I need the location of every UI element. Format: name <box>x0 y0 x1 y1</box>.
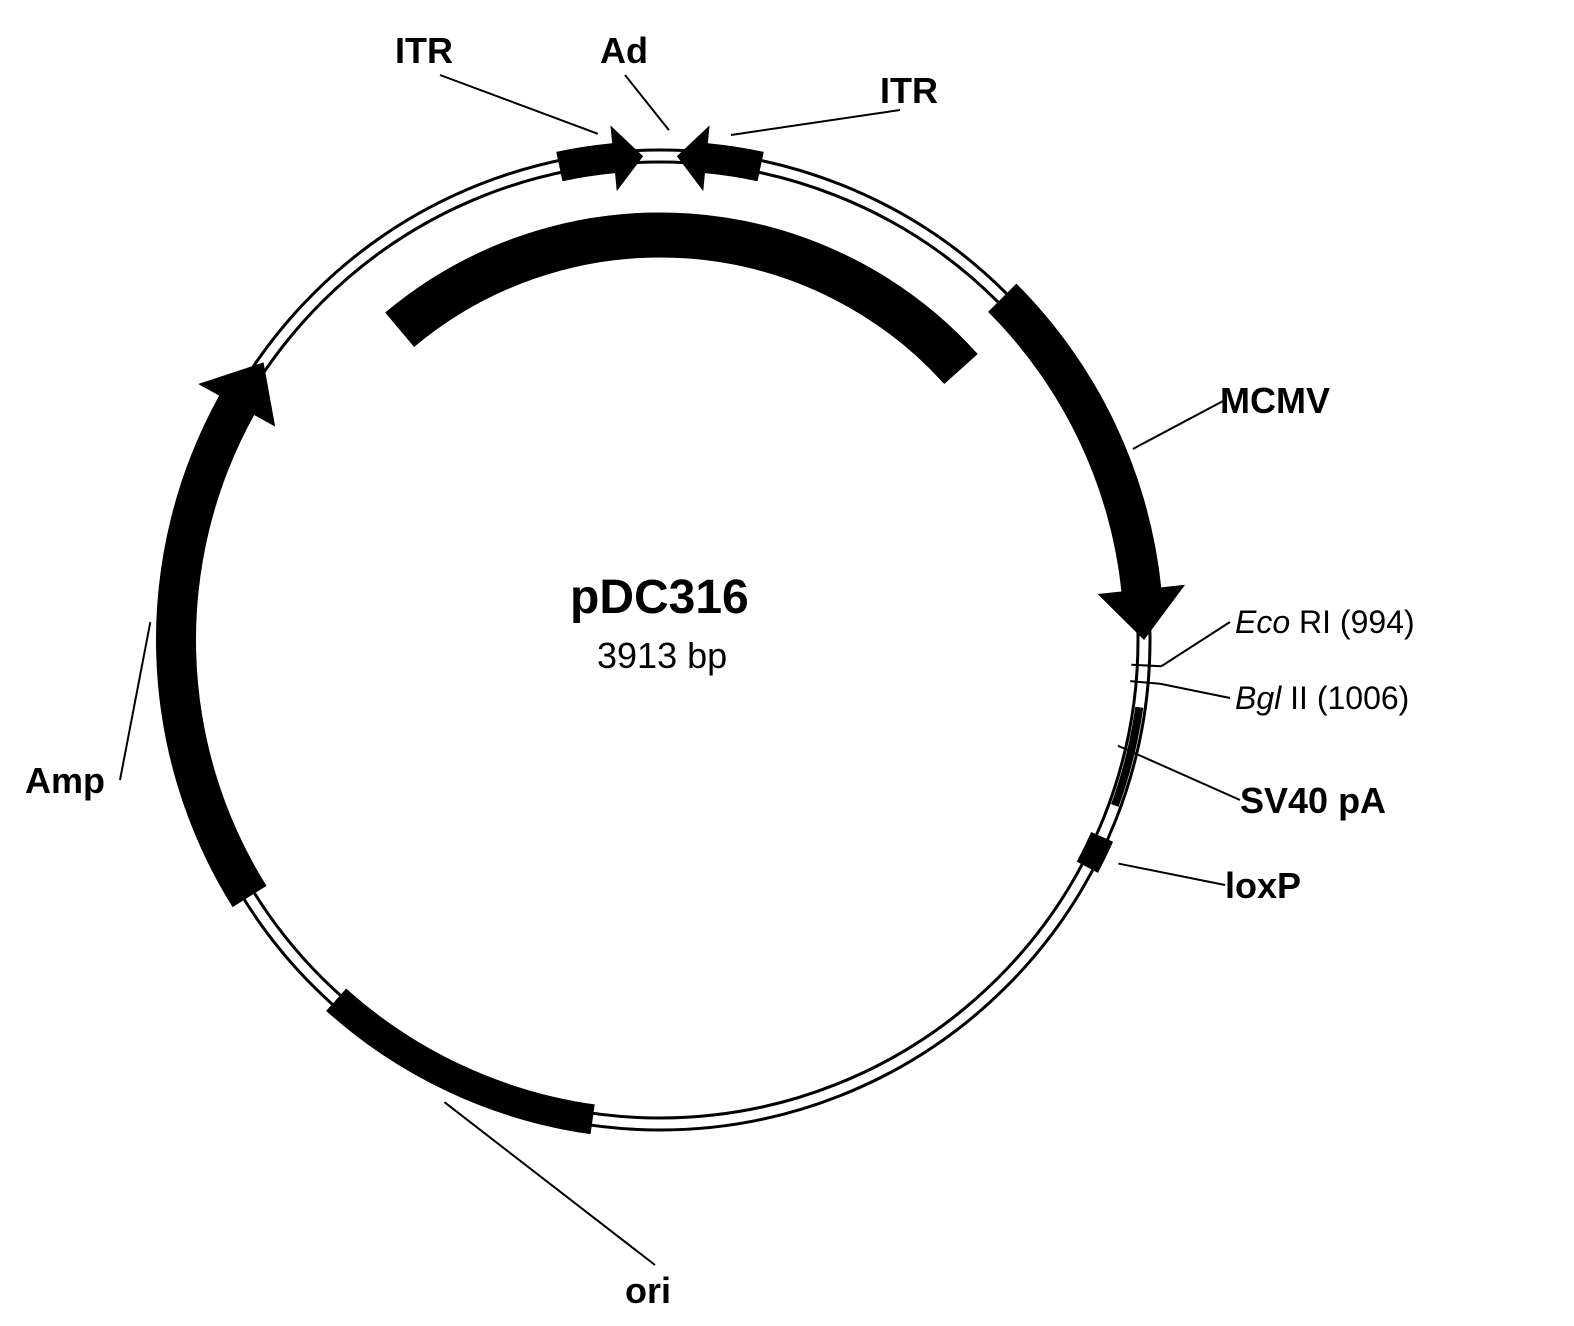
label-MCMV: MCMV <box>1220 380 1330 422</box>
label-ori: ori <box>625 1270 671 1312</box>
BglII_line <box>1160 684 1230 698</box>
Amp_line <box>120 622 150 780</box>
Ad_line <box>625 75 669 130</box>
label-SV40pA: SV40 pA <box>1240 780 1386 822</box>
loxP_line <box>1118 864 1225 885</box>
ITR_right_line <box>731 110 900 135</box>
ITR_left_line <box>440 75 598 134</box>
feature-ITR_left <box>556 125 643 191</box>
label-loxP: loxP <box>1225 865 1301 907</box>
label-Ad: Ad <box>600 30 648 72</box>
MCMV_line <box>1133 400 1225 449</box>
label-ITR_right: ITR <box>880 70 938 112</box>
EcoRI_line <box>1161 622 1230 666</box>
plasmid-map-container: pDC316 3913 bp ITR Ad ITR MCMV SV40 pA loxP or… <box>0 0 1574 1326</box>
label-site-EcoRI: Eco RI (994) <box>1235 604 1415 641</box>
feature-MCMV <box>988 284 1185 640</box>
feature-ori <box>326 989 595 1135</box>
label-ITR_left: ITR <box>395 30 453 72</box>
feature-ITR_right <box>677 125 764 191</box>
plasmid-svg <box>0 0 1574 1326</box>
plasmid-size: 3913 bp <box>597 635 727 677</box>
label-Amp: Amp <box>25 760 105 802</box>
inner-arc <box>400 235 961 369</box>
feature-Amp <box>156 362 275 907</box>
plasmid-name: pDC316 <box>570 570 749 625</box>
label-site-BglII: Bgl II (1006) <box>1235 680 1409 717</box>
SV40_line <box>1118 746 1240 800</box>
